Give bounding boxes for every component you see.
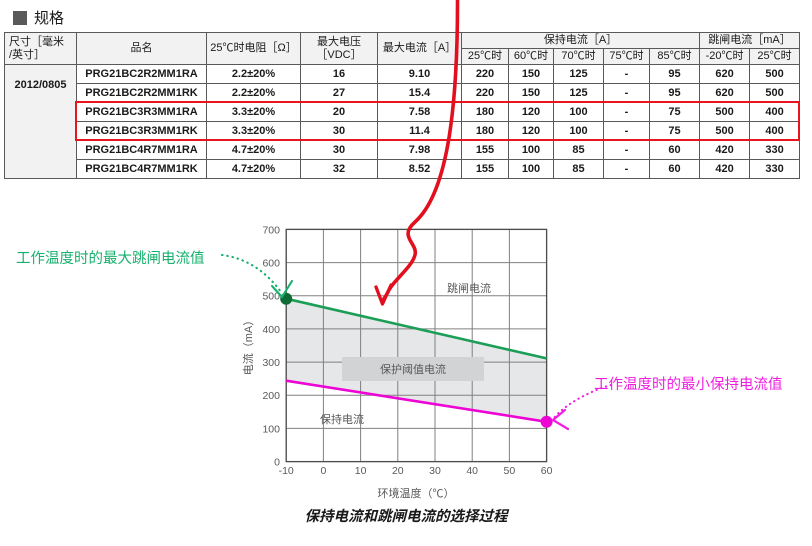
svg-text:0: 0 — [274, 457, 280, 469]
svg-text:400: 400 — [262, 324, 280, 336]
svg-text:300: 300 — [262, 357, 280, 369]
svg-text:保持电流: 保持电流 — [320, 412, 364, 426]
svg-text:40: 40 — [466, 465, 478, 477]
svg-text:700: 700 — [262, 224, 280, 236]
svg-text:600: 600 — [262, 258, 280, 270]
svg-text:10: 10 — [355, 465, 367, 477]
svg-text:30: 30 — [429, 465, 441, 477]
svg-text:工作温度时的最大跳闸电流值: 工作温度时的最大跳闸电流值 — [16, 250, 205, 267]
svg-text:电流（mA）: 电流（mA） — [241, 315, 255, 376]
svg-text:工作温度时的最小保持电流值: 工作温度时的最小保持电流值 — [594, 376, 783, 393]
svg-text:200: 200 — [262, 390, 280, 402]
svg-text:-10: -10 — [279, 465, 294, 477]
svg-text:50: 50 — [504, 465, 516, 477]
svg-text:20: 20 — [392, 465, 404, 477]
svg-text:保护阈值电流: 保护阈值电流 — [380, 362, 446, 376]
svg-text:100: 100 — [262, 423, 280, 435]
svg-text:跳闸电流: 跳闸电流 — [447, 281, 491, 295]
svg-text:0: 0 — [320, 465, 326, 477]
svg-text:环境温度（℃）: 环境温度（℃） — [378, 486, 455, 500]
svg-text:60: 60 — [541, 465, 553, 477]
